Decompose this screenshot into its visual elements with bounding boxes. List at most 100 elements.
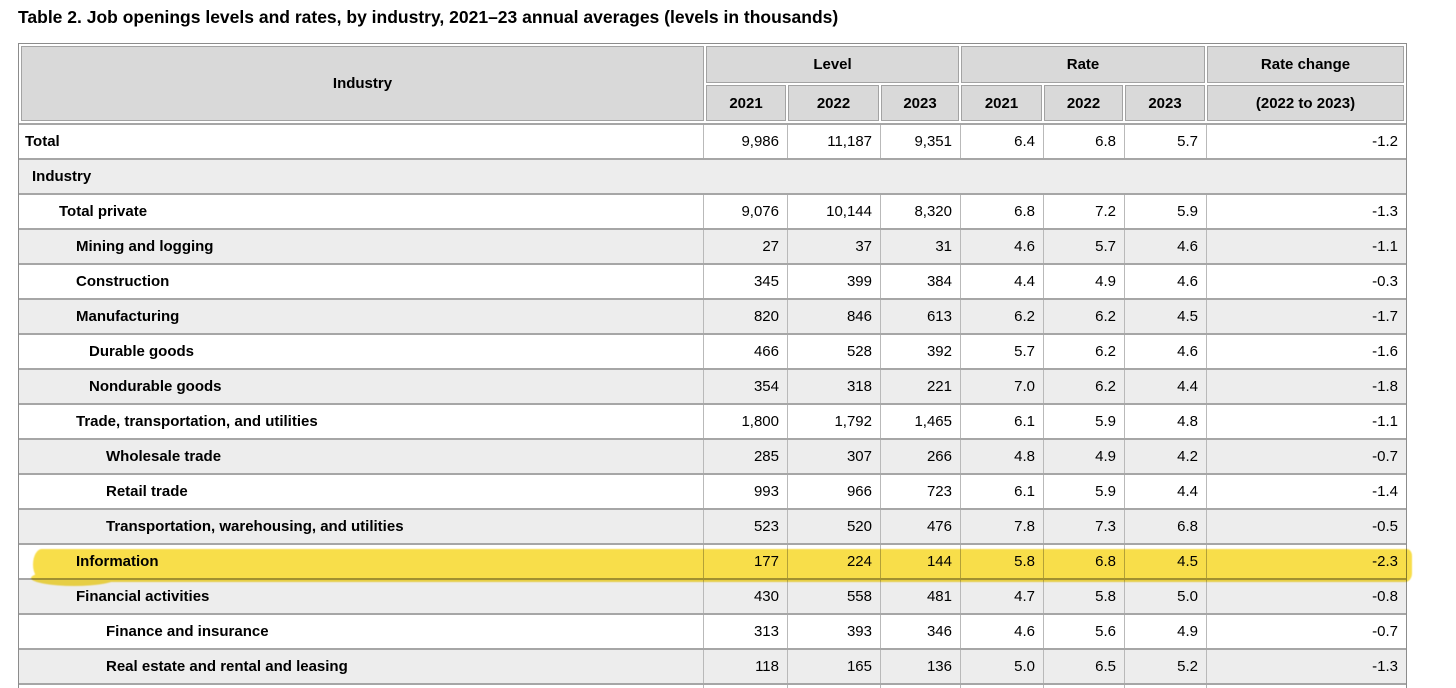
year-header-level-2023: 2023 (881, 85, 959, 121)
cell-level-2023: 384 (881, 265, 961, 298)
cell-rate-change: -1.7 (1372, 308, 1398, 325)
row-label: Total (19, 125, 704, 158)
cell-rate-2023: 4.2 (1125, 440, 1207, 473)
cell-level-2022: 520 (788, 510, 881, 543)
cell-level-2023: 723 (881, 475, 961, 508)
cell-rate-2023: 4.6 (1125, 335, 1207, 368)
cell-rate-2021: 6.1 (961, 475, 1044, 508)
cell-rate-2023: 4.6 (1125, 265, 1207, 298)
cell-level-2022: 399 (788, 265, 881, 298)
cell-level-2023 (881, 685, 961, 688)
cell-rate-2022: 6.2 (1044, 370, 1125, 403)
year-header-row: 2021 2022 2023 2021 2022 2023 (2022 to 2023) (706, 85, 1404, 121)
year-header-rate-2023: 2023 (1125, 85, 1205, 121)
cell-level-2022: 307 (788, 440, 881, 473)
row-label (19, 685, 704, 688)
cell-rate-2022: 5.8 (1044, 580, 1125, 613)
cell-level-2021: 27 (704, 230, 788, 263)
cell-rate-change: -0.7 (1372, 623, 1398, 640)
table-row-retail-trade: Retail trade 993 966 723 6.1 5.9 4.4 -1.4 (19, 473, 1406, 508)
cell-level-2023: 144 (881, 545, 961, 578)
cell-rate-2022: 6.5 (1044, 650, 1125, 683)
row-label: Trade, transportation, and utilities (19, 405, 704, 438)
cell-rate-2021: 4.6 (961, 615, 1044, 648)
row-label: Total private (19, 195, 704, 228)
cell-rate-2022: 6.2 (1044, 300, 1125, 333)
cell-rate-2021: 6.1 (961, 405, 1044, 438)
row-label: Finance and insurance (19, 615, 704, 648)
cell-rate-2023: 4.5 (1125, 300, 1207, 333)
year-header-rate-change: (2022 to 2023) (1207, 85, 1404, 121)
cell-rate-2021: 6.8 (961, 195, 1044, 228)
cell-level-2021: 430 (704, 580, 788, 613)
cell-rate-2023: 5.2 (1125, 650, 1207, 683)
cell-level-2021 (704, 685, 788, 688)
cell-level-2021: 466 (704, 335, 788, 368)
table-header: Industry Level Rate Rate change 2021 2022 20… (19, 44, 1406, 123)
table-row-total-private: Total private 9,076 10,144 8,320 6.8 7.2 5.9 -1… (19, 193, 1406, 228)
row-label: Wholesale trade (19, 440, 704, 473)
cell-rate-change: -1.8 (1372, 378, 1398, 395)
cell-level-2023: 221 (881, 370, 961, 403)
cell-level-2022: 11,187 (788, 125, 881, 158)
group-header-level: Level (706, 46, 959, 83)
cell-rate-2023: 6.8 (1125, 510, 1207, 543)
table-row-wholesale-trade: Wholesale trade 285 307 266 4.8 4.9 4.2 -0.7 (19, 438, 1406, 473)
group-header-row: Level Rate Rate change (706, 46, 1404, 83)
cell-rate-2021: 4.7 (961, 580, 1044, 613)
cell-rate-2022: 7.3 (1044, 510, 1125, 543)
cell-level-2021: 1,800 (704, 405, 788, 438)
cell-rate-2021: 4.6 (961, 230, 1044, 263)
cell-rate-2023: 4.8 (1125, 405, 1207, 438)
table-row-construction: Construction 345 399 384 4.4 4.9 4.6 -0.3 (19, 263, 1406, 298)
cell-level-2022 (788, 685, 881, 688)
cell-rate-2021: 6.2 (961, 300, 1044, 333)
table-row-trade-transportation-and-utilities: Trade, transportation, and utilities 1,80… (19, 403, 1406, 438)
cell-rate-change: -1.3 (1372, 658, 1398, 675)
cell-level-2022: 10,144 (788, 195, 881, 228)
row-label: Industry (32, 168, 92, 185)
table-row-financial-activities: Financial activities 430 558 481 4.7 5.8 5.0 -0… (19, 578, 1406, 613)
table-row-finance-and-insurance: Finance and insurance 313 393 346 4.6 5.6 4.9 -… (19, 613, 1406, 648)
table-row-information: Information 177 224 144 5.8 6.8 4.5 -2.3 (19, 543, 1406, 578)
row-label: Financial activities (19, 580, 704, 613)
section-row-industry: Industry (19, 158, 1406, 193)
cell-level-2023: 613 (881, 300, 961, 333)
cell-level-2021: 118 (704, 650, 788, 683)
cell-level-2023: 266 (881, 440, 961, 473)
cell-rate-change: -1.2 (1372, 133, 1398, 150)
cell-rate-2021: 7.8 (961, 510, 1044, 543)
cell-rate-change: -0.8 (1372, 588, 1398, 605)
cell-rate-2023 (1125, 685, 1207, 688)
column-header-industry: Industry (21, 46, 704, 121)
cell-level-2023: 392 (881, 335, 961, 368)
cell-rate-change: -1.3 (1372, 203, 1398, 220)
year-header-level-2021: 2021 (706, 85, 786, 121)
table-row-nondurable-goods: Nondurable goods 354 318 221 7.0 6.2 4.4 -1.8 (19, 368, 1406, 403)
cell-rate-change: -1.6 (1372, 343, 1398, 360)
cell-rate-change: -2.3 (1372, 553, 1398, 570)
row-label: Manufacturing (19, 300, 704, 333)
cell-level-2023: 1,465 (881, 405, 961, 438)
job-openings-table: Industry Level Rate Rate change 2021 2022 20… (18, 43, 1407, 688)
table-row-total: Total 9,986 11,187 9,351 6.4 6.8 5.7 -1.2 (19, 123, 1406, 158)
year-header-rate-2022: 2022 (1044, 85, 1123, 121)
cell-level-2021: 820 (704, 300, 788, 333)
cell-level-2022: 966 (788, 475, 881, 508)
year-header-rate-2021: 2021 (961, 85, 1042, 121)
cell-level-2022: 224 (788, 545, 881, 578)
row-label: Nondurable goods (19, 370, 704, 403)
cell-level-2023: 346 (881, 615, 961, 648)
cell-level-2022: 846 (788, 300, 881, 333)
cell-level-2022: 1,792 (788, 405, 881, 438)
cell-rate-2023: 4.6 (1125, 230, 1207, 263)
cell-rate-change: -1.4 (1372, 483, 1398, 500)
cell-level-2021: 993 (704, 475, 788, 508)
cell-rate-2022: 5.6 (1044, 615, 1125, 648)
cell-rate-2022: 6.8 (1044, 545, 1125, 578)
row-label: Information (19, 545, 704, 578)
cell-level-2022: 393 (788, 615, 881, 648)
row-label: Durable goods (19, 335, 704, 368)
cell-level-2021: 177 (704, 545, 788, 578)
header-right-section: Level Rate Rate change 2021 2022 2023 2021 202… (706, 46, 1404, 121)
